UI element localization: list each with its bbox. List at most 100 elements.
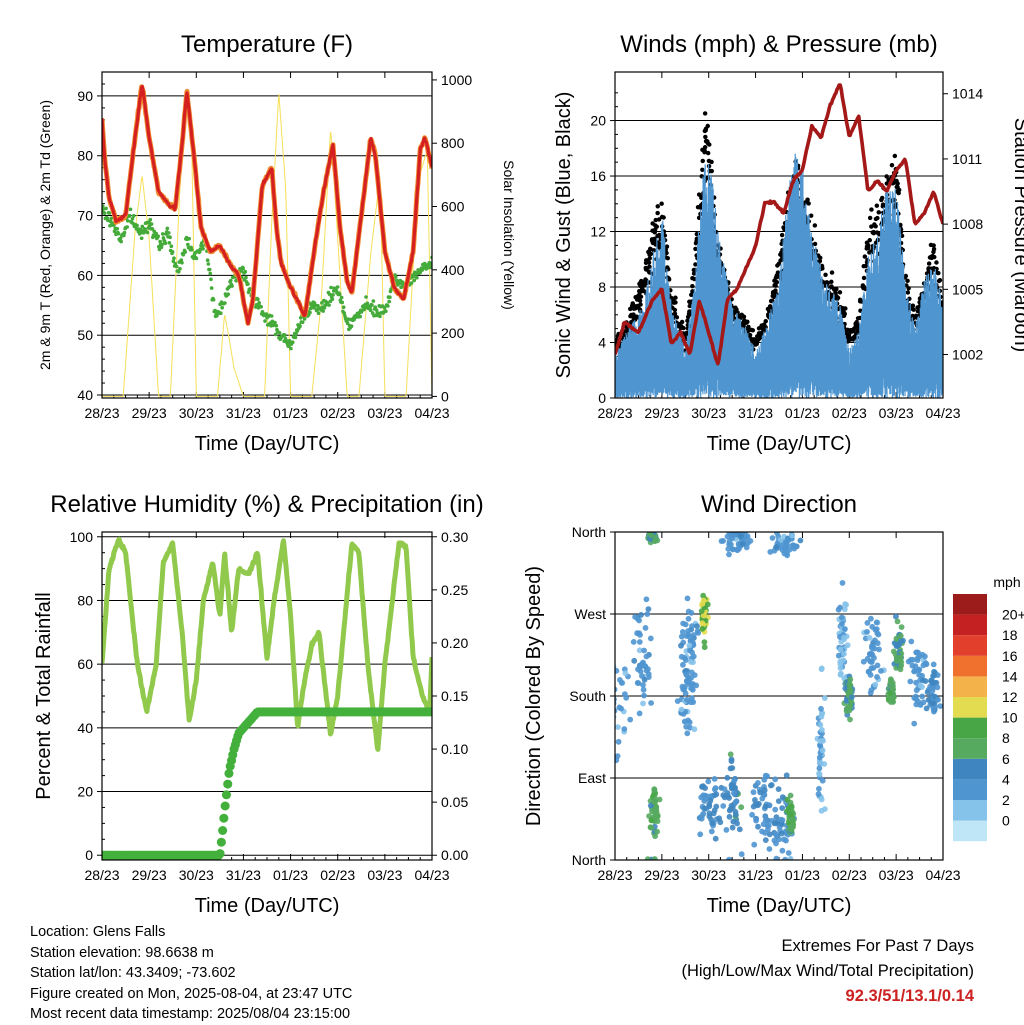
direction-point (818, 665, 825, 672)
direction-point (648, 532, 654, 538)
direction-point (654, 828, 660, 835)
direction-point (602, 682, 608, 688)
direction-cluster (835, 580, 851, 687)
direction-point (699, 620, 706, 626)
direction-point (701, 644, 708, 651)
direction-point (818, 807, 825, 814)
direction-point (837, 646, 844, 653)
direction-point (615, 714, 617, 720)
direction-point (623, 694, 630, 701)
direction-point (841, 606, 848, 613)
direction-point (617, 677, 623, 683)
direction-point (816, 765, 823, 772)
direction-point (684, 730, 691, 737)
x-tick-label: 29/23 (132, 867, 167, 883)
y-tick-label: 40 (77, 387, 93, 403)
direction-point (690, 632, 697, 638)
direction-point (893, 613, 899, 620)
y-tick-label: 20 (77, 784, 93, 800)
direction-point (837, 671, 844, 678)
direction-point (606, 674, 612, 680)
direction-point (635, 666, 641, 673)
direction-point (725, 793, 731, 799)
direction-point (693, 682, 700, 689)
y-axis-label: Direction (Colored By Speed) (523, 566, 545, 826)
direction-point (678, 706, 685, 713)
direction-point (699, 625, 706, 632)
y2-tick-label: 400 (441, 262, 465, 278)
direction-point (919, 693, 926, 700)
direction-point (818, 711, 825, 717)
direction-point (729, 824, 736, 831)
plot-area (602, 532, 943, 860)
direction-point (648, 700, 654, 706)
colorbar-label: 16 (1002, 648, 1018, 664)
y-tick-label: 80 (77, 148, 93, 164)
direction-point (817, 738, 824, 744)
direction-point (752, 797, 758, 803)
direction-point (690, 699, 697, 705)
direction-point (874, 674, 880, 680)
extremes-title: Extremes For Past 7 Days (781, 937, 974, 955)
series-t2m-line (102, 85, 432, 326)
y-tick-label: North (572, 852, 606, 868)
direction-point (887, 699, 894, 705)
direction-point (694, 628, 701, 635)
direction-point (773, 544, 780, 550)
direction-point (638, 612, 644, 618)
y-tick-label: 8 (598, 279, 606, 295)
direction-point (731, 777, 738, 784)
direction-point (608, 757, 614, 763)
direction-point (841, 634, 847, 641)
direction-cluster (860, 615, 887, 696)
direction-point (607, 719, 613, 725)
direction-point (898, 662, 905, 669)
direction-point (651, 799, 658, 805)
direction-point (772, 819, 779, 826)
y2-tick-label: 0.10 (441, 741, 468, 757)
direction-point (872, 626, 879, 633)
direction-point (773, 814, 780, 821)
direction-point (778, 816, 784, 823)
y2-tick-label: 0.20 (441, 635, 468, 651)
direction-point (729, 535, 735, 542)
direction-point (776, 836, 782, 843)
direction-point (769, 535, 776, 541)
direction-point (937, 703, 943, 709)
direction-point (919, 684, 925, 690)
direction-point (913, 696, 920, 702)
x-tick-label: 29/23 (644, 867, 679, 883)
direction-point (930, 661, 937, 668)
direction-point (913, 687, 920, 694)
direction-point (759, 795, 766, 802)
direction-point (846, 685, 853, 692)
colorbar-swatch (953, 655, 987, 677)
direction-point (654, 818, 661, 825)
direction-point (688, 659, 694, 665)
direction-point (778, 830, 785, 837)
y-tick-label: 0 (598, 390, 606, 406)
direction-point (864, 620, 871, 626)
x-tick-label: 28/23 (84, 867, 119, 883)
y2-tick-label: 0 (441, 388, 449, 404)
direction-point (712, 785, 719, 791)
y2-tick-label: 1014 (952, 86, 983, 102)
direction-point (642, 625, 649, 631)
direction-point (783, 837, 789, 844)
direction-point (867, 658, 874, 665)
direction-point (760, 821, 767, 828)
direction-point (750, 789, 757, 796)
x-tick-label: 02/23 (320, 867, 355, 883)
direction-point (935, 696, 941, 703)
y2-tick-label: 0.00 (441, 847, 468, 863)
x-tick-label: 30/23 (179, 405, 214, 421)
y2-tick-label: 200 (441, 325, 465, 341)
direction-point (651, 856, 658, 860)
direction-point (837, 604, 843, 611)
direction-point (621, 726, 628, 732)
x-axis-label: Time (Day/UTC) (195, 895, 340, 917)
direction-point (866, 634, 873, 641)
direction-point (816, 754, 823, 761)
direction-point (688, 681, 695, 687)
y-tick-label: South (569, 688, 606, 704)
